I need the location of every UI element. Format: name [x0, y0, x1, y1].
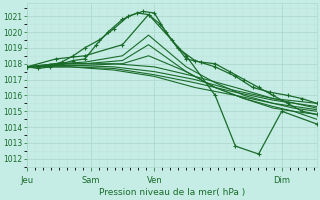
X-axis label: Pression niveau de la mer( hPa ): Pression niveau de la mer( hPa ) — [99, 188, 245, 197]
